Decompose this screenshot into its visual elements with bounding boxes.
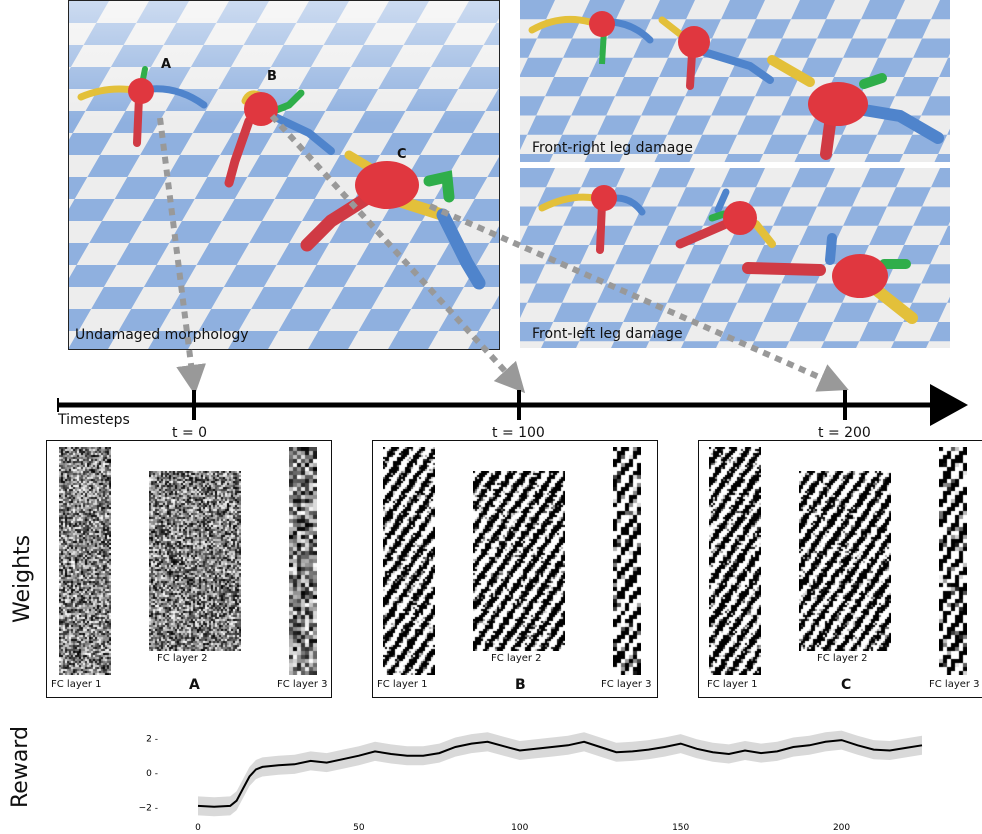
timeline-overlay — [57, 113, 968, 426]
weights-panel-letter: A — [189, 677, 200, 693]
timeline-arrowhead — [930, 384, 968, 426]
fc-layer-2-matrix — [473, 471, 565, 651]
robot-a — [77, 66, 208, 147]
robot-fr-3 — [767, 55, 944, 160]
reward-x-tick-label: 50 — [353, 823, 365, 833]
reward-y-tick-label: 0 - — [146, 769, 158, 779]
timeline-axis-label: Timesteps — [58, 412, 130, 428]
weights-side-label: Weights — [10, 534, 35, 623]
robot-label-b: B — [267, 69, 277, 84]
fc-layer-3-label: FC layer 3 — [929, 679, 980, 690]
timeline-tick-label-100: t = 100 — [492, 425, 545, 441]
robot-fl-2 — [675, 188, 776, 249]
fc-layer-1-matrix — [709, 447, 761, 675]
fc-layer-3-matrix — [613, 447, 641, 675]
timeline-tick-label-0: t = 0 — [172, 425, 208, 441]
fc-layer-2-label: FC layer 2 — [157, 653, 208, 664]
reward-mean-line — [197, 739, 923, 808]
scene-front-left-caption: Front-left leg damage — [532, 326, 683, 342]
robot-label-a: A — [161, 57, 172, 72]
robot-fr-1 — [528, 11, 654, 65]
robot-fl-3 — [742, 233, 918, 324]
weights-panel-letter: B — [515, 677, 526, 693]
dashed-arrows — [157, 113, 849, 395]
fc-layer-3-label: FC layer 3 — [277, 679, 328, 690]
reward-chart: 0 50 100 150 200 2 - 0 - −2 - — [139, 730, 923, 833]
timeline-tick-label-200: t = 200 — [818, 425, 871, 441]
robot-b — [224, 89, 335, 188]
scene-undamaged-caption: Undamaged morphology — [75, 327, 249, 343]
reward-y-ticks: 2 - 0 - −2 - — [139, 734, 158, 813]
reward-x-tick-label: 0 — [195, 823, 201, 833]
reward-x-tick-label: 100 — [511, 823, 528, 833]
arrow-a-to-t0 — [157, 117, 207, 395]
scene-undamaged: A B C Undamaged morphology — [68, 0, 500, 350]
fc-layer-2-matrix — [799, 471, 891, 651]
fc-layer-1-label: FC layer 1 — [707, 679, 758, 690]
robot-fl-1 — [538, 185, 646, 254]
robot-label-c: C — [397, 147, 407, 162]
weights-panel-a: FC layer 1 FC layer 2 FC layer 3 A — [46, 440, 332, 698]
reward-y-tick-label: 2 - — [146, 734, 158, 744]
scene-front-right-caption: Front-right leg damage — [532, 140, 693, 156]
fc-layer-2-matrix — [149, 471, 241, 651]
reward-x-tick-label: 150 — [672, 823, 689, 833]
reward-x-ticks: 0 50 100 150 200 — [195, 823, 850, 833]
scene-front-left-render — [520, 168, 950, 348]
fc-layer-1-label: FC layer 1 — [377, 679, 428, 690]
scene-front-left: Front-left leg damage — [520, 168, 950, 348]
fc-layer-1-matrix — [59, 447, 111, 675]
fc-layer-3-label: FC layer 3 — [601, 679, 652, 690]
fc-layer-2-label: FC layer 2 — [491, 653, 542, 664]
scene-front-right: Front-right leg damage — [520, 0, 950, 162]
fc-layer-2-label: FC layer 2 — [817, 653, 868, 664]
fc-layer-1-matrix — [383, 447, 435, 675]
arrow-b-to-t100 — [269, 113, 526, 394]
arrow-c-to-t200 — [428, 203, 849, 392]
reward-y-tick-label: −2 - — [139, 804, 158, 814]
reward-x-tick-label: 200 — [833, 823, 850, 833]
robot-fr-2 — [658, 16, 774, 90]
scene-undamaged-render — [69, 1, 499, 349]
weights-panel-c: FC layer 1 FC layer 2 FC layer 3 C — [698, 440, 982, 698]
scene-front-right-render — [520, 0, 950, 162]
fc-layer-1-label: FC layer 1 — [51, 679, 102, 690]
weights-panel-b: FC layer 1 FC layer 2 FC layer 3 B — [372, 440, 658, 698]
fc-layer-3-matrix — [939, 447, 967, 675]
weights-panel-letter: C — [841, 677, 852, 693]
timeline-axis — [57, 384, 968, 426]
fc-layer-3-matrix — [289, 447, 317, 675]
